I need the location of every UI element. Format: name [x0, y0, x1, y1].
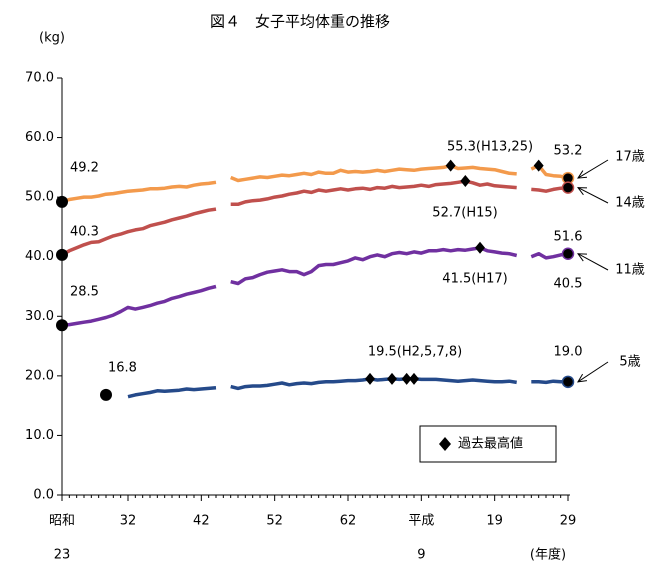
record-marker [460, 175, 471, 188]
value-dot [100, 388, 112, 401]
record-marker [401, 372, 412, 385]
legend-label: 過去最高値 [458, 436, 523, 452]
value-label: 28.5 [70, 285, 99, 300]
record-marker [365, 372, 375, 385]
y-tick-label: 70.0 [25, 71, 54, 86]
arrow-line [577, 361, 609, 383]
record-label: 55.3(H13,25) [447, 140, 533, 155]
value-label: 53.2 [554, 144, 583, 159]
x-tick-label: 29 [560, 514, 577, 529]
value-dot [561, 247, 575, 260]
y-tick-label: 10.0 [25, 428, 54, 443]
record-marker [533, 159, 544, 172]
y-tick-label: 60.0 [25, 130, 54, 145]
record-label: 52.7(H15) [432, 206, 497, 221]
value-dot [56, 248, 68, 261]
value-label: 19.0 [554, 345, 583, 360]
arrow-head [577, 373, 587, 383]
record-label: 41.5(H17) [442, 272, 507, 287]
value-dot [56, 195, 68, 208]
x-era-label: 昭和 [49, 514, 75, 529]
arrow-head [576, 187, 588, 196]
x-tick-label: 62 [340, 514, 357, 529]
arrow-head [576, 253, 588, 262]
series-name: 11歳 [615, 263, 645, 278]
y-tick-label: 50.0 [25, 190, 54, 205]
series-line [127, 377, 568, 399]
series-name: 14歳 [615, 196, 645, 211]
arrow-line [577, 253, 609, 271]
y-tick-label: 20.0 [25, 368, 54, 383]
x-tick-label: 42 [193, 514, 210, 529]
arrow-line [577, 187, 609, 204]
series-line [61, 246, 569, 327]
value-label: 40.5 [554, 277, 583, 292]
record-marker [445, 159, 456, 172]
series-name: 5歳 [619, 355, 640, 370]
x-tick-label: 9 [417, 548, 425, 563]
legend-diamond [439, 437, 451, 451]
arrow-head [577, 170, 588, 179]
y-tick-label: 40.0 [25, 249, 54, 264]
value-dot [561, 375, 575, 389]
x-tick-label: 23 [54, 548, 71, 563]
y-axis-label: (kg) [39, 31, 65, 46]
series-name: 17歳 [615, 150, 645, 165]
x-tick-label: 32 [120, 514, 137, 529]
record-marker [409, 372, 419, 385]
x-axis-label: (年度) [530, 547, 566, 563]
value-label: 16.8 [108, 361, 137, 376]
record-marker [475, 241, 485, 254]
value-dot [561, 181, 575, 194]
value-label: 51.6 [554, 230, 583, 245]
chart-title: 図４ 女子平均体重の推移 [210, 13, 390, 31]
value-dot [56, 319, 68, 332]
value-label: 40.3 [70, 225, 99, 240]
y-tick-label: 0.0 [33, 488, 54, 503]
value-label: 49.2 [70, 161, 99, 176]
y-tick-label: 30.0 [25, 309, 54, 324]
x-tick-label: 52 [266, 514, 283, 529]
arrow-line [577, 159, 609, 179]
x-era-label: 平成 [408, 514, 434, 529]
record-marker [387, 372, 397, 385]
record-label: 19.5(H2,5,7,8) [368, 345, 462, 360]
x-tick-label: 19 [486, 514, 503, 529]
